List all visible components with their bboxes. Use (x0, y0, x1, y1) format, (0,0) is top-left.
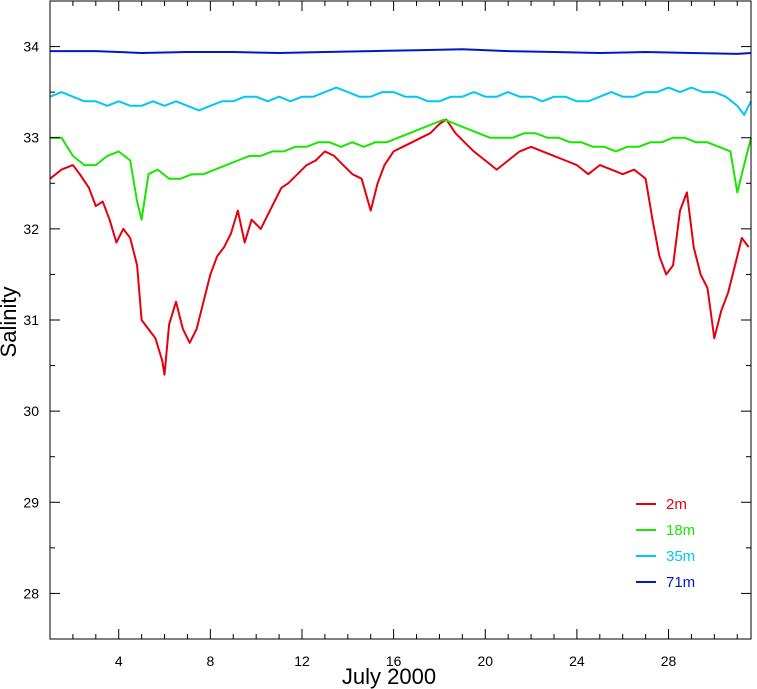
legend-label-35m: 35m (666, 548, 695, 565)
x-axis-title: July 2000 (342, 664, 436, 689)
y-tick-label: 33 (23, 130, 39, 146)
x-tick-label: 28 (661, 653, 677, 669)
x-tick-label: 12 (294, 653, 310, 669)
y-tick-label: 29 (23, 494, 39, 510)
axis-layer: 4 8 12 16 20 24 28 28 29 30 31 32 33 34 (23, 0, 751, 669)
legend: 2m 18m 35m 71m (636, 496, 695, 591)
series-line-18m (50, 118, 752, 221)
series-line-2m (49, 118, 750, 376)
y-tick-label: 34 (23, 39, 39, 55)
series-line-35m (49, 86, 752, 116)
x-tick-label: 24 (569, 653, 585, 669)
legend-label-71m: 71m (666, 574, 695, 591)
y-tick-label: 30 (23, 403, 39, 419)
legend-label-18m: 18m (666, 522, 695, 539)
x-tick-label: 4 (115, 653, 123, 669)
x-tick-label: 8 (206, 653, 214, 669)
plot-frame (49, 0, 752, 640)
x-tick-label: 20 (477, 653, 493, 669)
y-tick-label: 32 (23, 221, 39, 237)
series-line-71m (50, 48, 752, 55)
legend-label-2m: 2m (666, 496, 687, 513)
series-layer (49, 48, 752, 376)
y-tick-label: 31 (23, 312, 39, 328)
y-tick-label: 28 (23, 585, 39, 601)
y-axis-title: Salinity (0, 287, 21, 358)
x-tick-label: 16 (386, 653, 402, 669)
